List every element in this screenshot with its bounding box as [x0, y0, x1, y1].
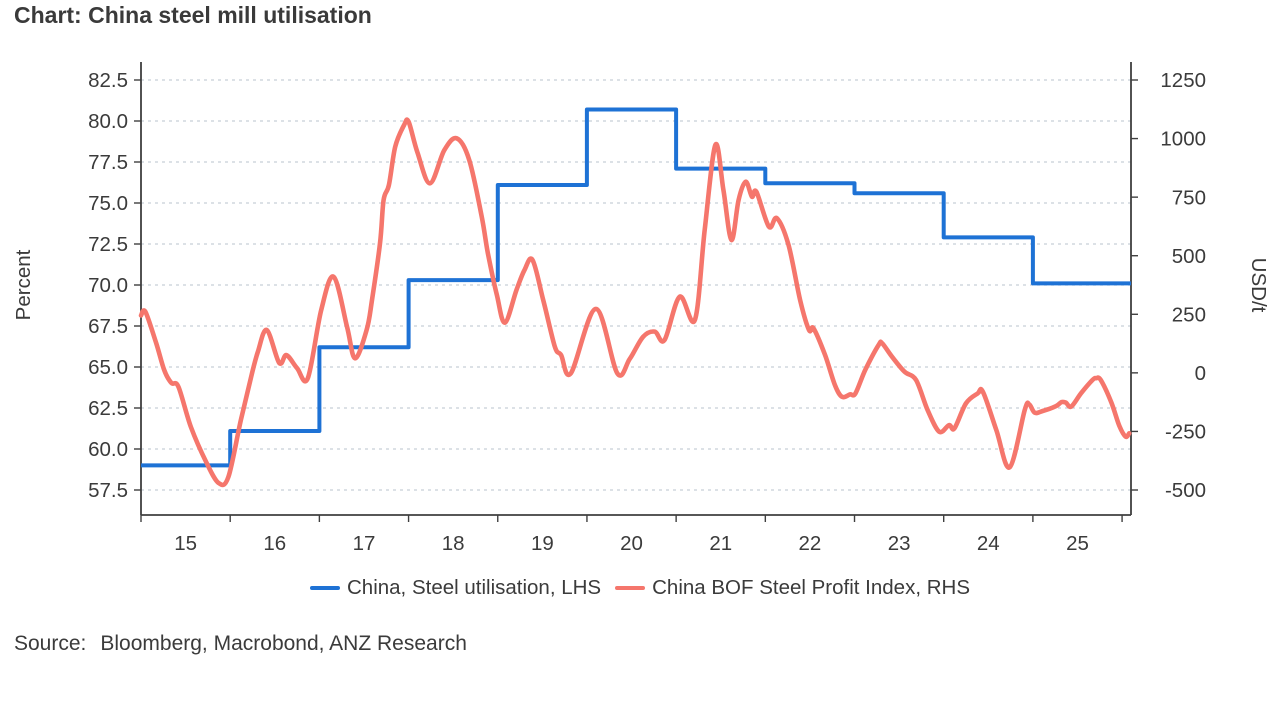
legend-label-profit-index: China BOF Steel Profit Index, RHS — [652, 576, 970, 599]
left-axis-tick-label: 67.5 — [88, 315, 128, 338]
x-axis-tick-label: 18 — [442, 532, 465, 555]
left-axis-tick-label: 65.0 — [88, 356, 128, 379]
left-axis-tick-label: 62.5 — [88, 397, 128, 420]
right-axis-tick-label: 0 — [1195, 362, 1206, 385]
left-axis-tick-label: 60.0 — [88, 438, 128, 461]
right-axis-tick-label: -250 — [1165, 421, 1206, 444]
legend-swatch-utilisation-line — [310, 585, 340, 591]
left-axis-tick-label: 57.5 — [88, 479, 128, 502]
source-note: Source: Bloomberg, Macrobond, ANZ Researc… — [14, 632, 467, 656]
x-axis-tick-label: 24 — [977, 532, 1000, 555]
x-axis-tick-label: 20 — [620, 532, 643, 555]
x-axis-tick-label: 21 — [709, 532, 732, 555]
right-axis-tick-label: 1250 — [1160, 69, 1206, 92]
right-axis-title: USD/t — [1247, 258, 1270, 313]
legend-item-profit-index: China BOF Steel Profit Index, RHS — [615, 576, 970, 600]
page-title: Chart: China steel mill utilisation — [14, 2, 372, 28]
x-axis-tick-label: 15 — [174, 532, 197, 555]
right-axis-tick-label: 1000 — [1160, 128, 1206, 151]
chart-canvas: 57.5 60.0 62.5 65.0 67.5 70.0 72.5 75.0 77.5 80.0… — [12, 62, 1270, 555]
left-axis-tick-label: 80.0 — [88, 110, 128, 133]
x-axis-tick-label: 23 — [888, 532, 911, 555]
source-label: Source: — [14, 632, 87, 655]
x-axis-tick-label: 17 — [353, 532, 376, 555]
right-axis-tick-label: 250 — [1172, 303, 1206, 326]
x-axis-tick-label: 19 — [531, 532, 554, 555]
left-axis-tick-label: 77.5 — [88, 151, 128, 174]
legend-label-utilisation: China, Steel utilisation, LHS — [347, 576, 602, 599]
left-axis-title: Percent — [12, 249, 35, 320]
x-axis-tick-label: 16 — [263, 532, 286, 555]
left-axis-tick-label: 82.5 — [88, 69, 128, 92]
chart-legend: China, Steel utilisation, LHS China BOF … — [0, 576, 1280, 600]
right-axis-tick-label: 500 — [1172, 245, 1206, 268]
legend-swatch-profit-line — [615, 585, 646, 591]
right-axis-tick-label: -500 — [1165, 479, 1206, 502]
profit-index-line — [138, 117, 1132, 488]
x-axis-tick-label: 25 — [1066, 532, 1089, 555]
right-axis-tick-label: 750 — [1172, 186, 1206, 209]
left-axis-tick-label: 75.0 — [88, 192, 128, 215]
left-axis-tick-label: 72.5 — [88, 233, 128, 256]
source-text: Bloomberg, Macrobond, ANZ Research — [100, 632, 467, 655]
legend-item-utilisation: China, Steel utilisation, LHS — [310, 576, 601, 600]
utilisation-step-line — [141, 107, 1131, 468]
x-axis-tick-label: 22 — [799, 532, 822, 555]
left-axis-tick-label: 70.0 — [88, 274, 128, 297]
